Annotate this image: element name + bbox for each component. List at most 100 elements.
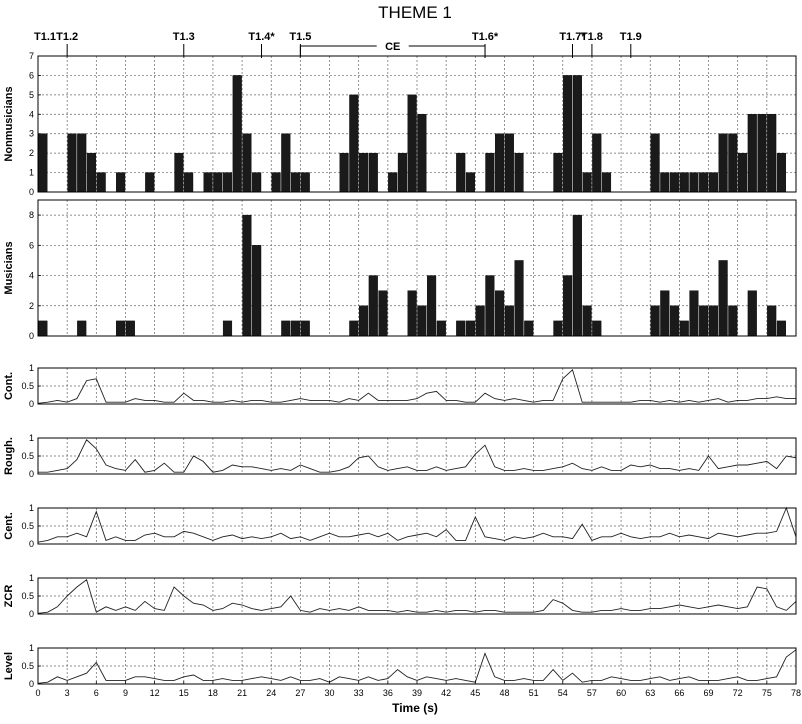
x-tick-label: 24 xyxy=(266,688,276,698)
x-tick-label: 57 xyxy=(587,688,597,698)
bar xyxy=(184,172,194,193)
bar xyxy=(465,172,476,193)
bar xyxy=(485,152,495,193)
bar xyxy=(767,114,777,193)
y-tick-label: 0 xyxy=(29,539,34,549)
bar xyxy=(669,172,680,193)
x-tick-label: 54 xyxy=(558,688,568,698)
bar xyxy=(660,172,670,193)
bar xyxy=(592,320,602,337)
bar xyxy=(67,133,77,193)
bar xyxy=(300,172,310,193)
y-axis-label: Cont. xyxy=(3,372,15,400)
bar xyxy=(708,172,718,193)
bar xyxy=(281,133,291,193)
series-line xyxy=(37,506,797,543)
bar xyxy=(86,152,97,193)
bar xyxy=(553,320,563,337)
y-tick-label: 6 xyxy=(29,240,34,250)
bar xyxy=(116,172,126,193)
bar xyxy=(563,75,573,193)
x-tick-label: 12 xyxy=(150,688,160,698)
bar xyxy=(271,172,281,193)
bar xyxy=(213,172,223,193)
y-tick-label: 0.5 xyxy=(21,661,34,671)
y-tick-label: 5 xyxy=(29,90,34,100)
bar xyxy=(388,172,398,193)
bar xyxy=(378,290,388,337)
y-tick-label: 0 xyxy=(29,469,34,479)
bar xyxy=(708,305,718,337)
bar xyxy=(427,275,437,337)
y-tick-label: 0 xyxy=(29,679,34,689)
bar xyxy=(553,152,563,193)
bar xyxy=(495,133,505,193)
bar xyxy=(222,172,233,193)
panel-cont: 0 0.5 1 Cont. xyxy=(3,363,797,409)
panel-frame xyxy=(37,199,797,337)
marker-label: T1.2 xyxy=(56,31,78,43)
bar xyxy=(407,94,417,193)
marker-label: T1.4* xyxy=(248,31,275,43)
bar xyxy=(718,133,728,193)
series-line xyxy=(37,368,796,404)
bar xyxy=(417,305,427,337)
series-line xyxy=(38,439,797,473)
x-tick-label: 69 xyxy=(704,688,714,698)
bar xyxy=(737,152,748,193)
y-axis-label: Musicians xyxy=(3,241,15,294)
bar xyxy=(572,75,582,193)
y-tick-label: 3 xyxy=(29,129,34,139)
y-tick-label: 1 xyxy=(29,363,34,373)
bar xyxy=(290,320,301,337)
x-tick-label: 33 xyxy=(354,688,364,698)
x-tick-label: 0 xyxy=(35,688,40,698)
y-tick-label: 0 xyxy=(29,399,34,409)
bar xyxy=(747,290,757,337)
y-tick-label: 0.5 xyxy=(21,451,34,461)
bar xyxy=(77,133,87,193)
x-tick-label: 60 xyxy=(616,688,626,698)
y-tick-label: 0.5 xyxy=(21,591,34,601)
bar xyxy=(456,320,466,337)
bar xyxy=(582,305,592,337)
panel-frame xyxy=(37,507,797,545)
series-line xyxy=(37,579,797,614)
bar xyxy=(514,152,524,193)
panel-frame xyxy=(37,577,797,615)
bar xyxy=(601,172,612,193)
y-tick-label: 1 xyxy=(29,643,34,653)
bar xyxy=(96,172,106,193)
bar xyxy=(495,290,505,337)
bar xyxy=(475,305,485,337)
bar xyxy=(116,320,126,337)
panel-frame xyxy=(37,367,797,405)
bar xyxy=(145,172,155,193)
figure-title: THEME 1 xyxy=(378,3,452,22)
bar xyxy=(407,290,417,337)
y-axis-label: Nonmusicians xyxy=(3,86,15,161)
y-tick-label: 0.5 xyxy=(21,521,34,531)
bar xyxy=(222,320,233,337)
y-tick-label: 0.5 xyxy=(21,381,34,391)
x-tick-label: 72 xyxy=(733,688,743,698)
y-tick-label: 0 xyxy=(29,187,34,197)
x-tick-label: 45 xyxy=(470,688,480,698)
bar xyxy=(699,172,709,193)
bar xyxy=(77,320,87,337)
x-tick-label: 27 xyxy=(295,688,305,698)
bar xyxy=(368,152,378,193)
x-tick-label: 36 xyxy=(383,688,393,698)
bar xyxy=(339,152,349,193)
x-tick-label: 6 xyxy=(94,688,99,698)
x-tick-label: 15 xyxy=(179,688,189,698)
y-tick-label: 7 xyxy=(29,51,34,61)
bar xyxy=(242,214,252,337)
bar xyxy=(563,275,573,337)
bar xyxy=(465,320,476,337)
x-tick-label: 42 xyxy=(441,688,451,698)
y-tick-label: 0 xyxy=(29,609,34,619)
bar xyxy=(290,172,301,193)
